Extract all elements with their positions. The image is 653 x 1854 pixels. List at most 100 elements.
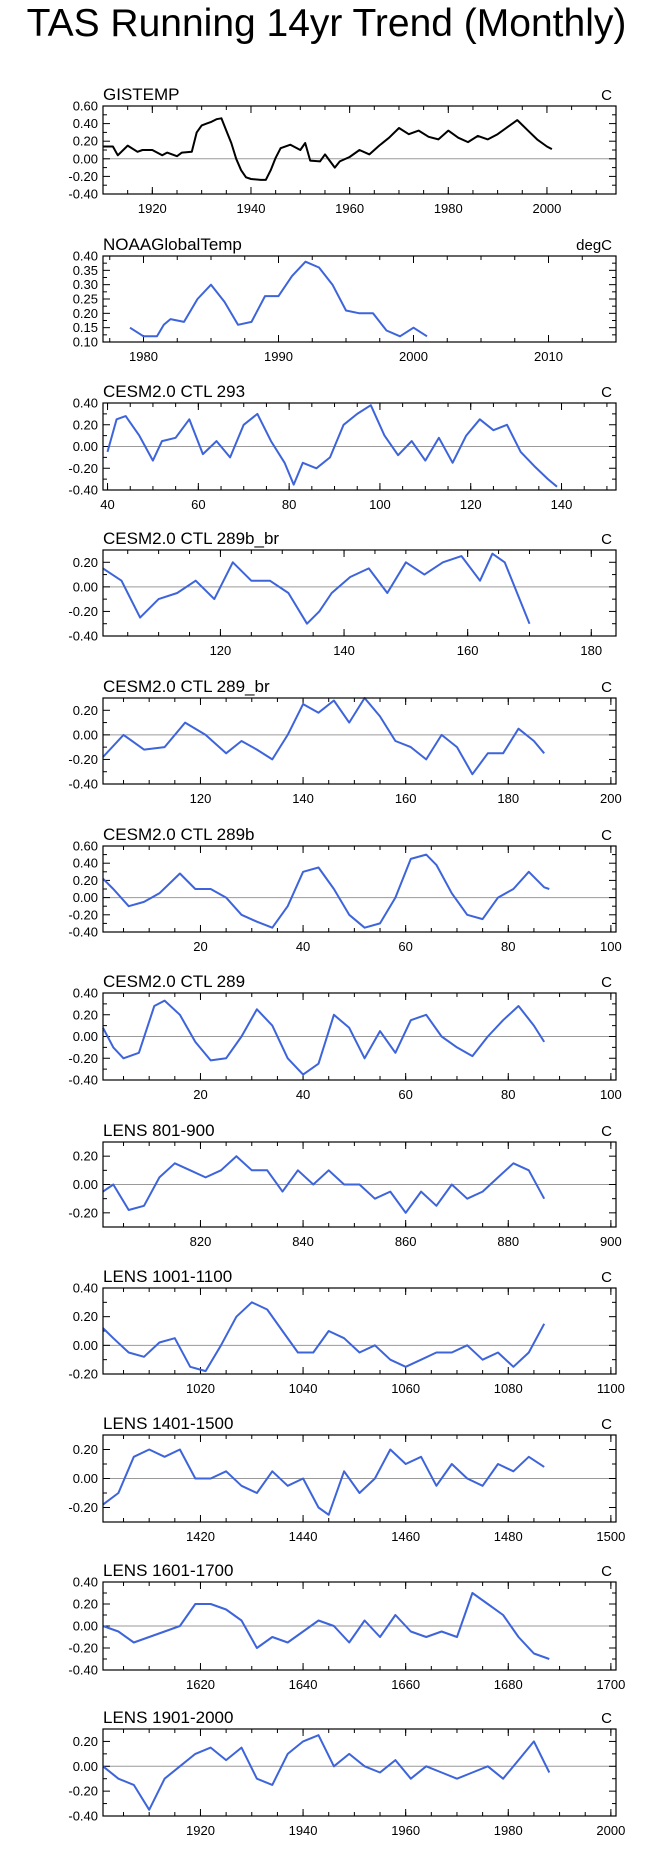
series-line — [102, 1734, 551, 1811]
y-tick-label: 0.20 — [73, 555, 98, 570]
x-tick-label: 40 — [296, 939, 310, 954]
y-tick-label: 0.00 — [73, 151, 98, 166]
x-tick-label: 1040 — [289, 1381, 318, 1396]
y-tick-label: 0.40 — [73, 986, 98, 1001]
y-tick-label: 0.20 — [73, 417, 98, 432]
plot-frame — [102, 845, 617, 933]
chart-units: C — [601, 1269, 612, 1286]
chart-title: CESM2.0 CTL 289b — [103, 825, 255, 844]
y-tick-label: -0.20 — [68, 1641, 98, 1656]
plot-frame — [102, 992, 617, 1081]
chart-title: LENS 1601-1700 — [103, 1561, 233, 1580]
chart-panel-1: 0.400.350.300.250.200.150.10 1980 1990 2000… — [73, 235, 617, 364]
chart-title: CESM2.0 CTL 289_br — [103, 677, 270, 696]
y-tick-label: -0.20 — [68, 169, 98, 184]
y-tick-label: 0.30 — [73, 277, 98, 292]
y-tick-label: 0.20 — [73, 1309, 98, 1324]
x-tick-label: 2000 — [596, 1823, 625, 1838]
y-tick-label: 0.40 — [73, 1575, 98, 1590]
chart-units: C — [601, 1416, 612, 1433]
plot-frame — [102, 105, 617, 195]
chart-panel-6: 0.40 0.20 0.00 -0.20 -0.40 20 40 60 80 100 CESM2.0… — [68, 972, 621, 1102]
y-tick-label: 0.20 — [73, 1442, 98, 1457]
x-tick-label: 900 — [600, 1234, 622, 1249]
x-tick-label: 1960 — [391, 1823, 420, 1838]
chart-title: LENS 1901-2000 — [103, 1708, 233, 1727]
series-line — [106, 404, 558, 488]
x-tick-label: 1700 — [596, 1677, 625, 1692]
x-tick-label: 1020 — [186, 1381, 215, 1396]
y-tick-label: 0.40 — [73, 1281, 98, 1296]
series-line — [102, 1448, 545, 1516]
x-tick-label: 1990 — [264, 349, 293, 364]
x-tick-label: 140 — [333, 643, 355, 658]
y-tick-label: -0.20 — [68, 1205, 98, 1220]
y-tick-label: 0.40 — [73, 116, 98, 131]
chart-title: CESM2.0 CTL 293 — [103, 382, 245, 401]
x-tick-label: 1080 — [494, 1381, 523, 1396]
series-line — [102, 1301, 546, 1373]
chart-title: CESM2.0 CTL 289b_br — [103, 529, 279, 548]
x-tick-label: 60 — [191, 497, 205, 512]
x-tick-label: 1920 — [186, 1823, 215, 1838]
y-tick-label: 0.00 — [73, 1338, 98, 1353]
chart-title: CESM2.0 CTL 289 — [103, 972, 245, 991]
x-tick-label: 1980 — [434, 201, 463, 216]
x-tick-label: 840 — [292, 1234, 314, 1249]
y-tick-label: 0.00 — [73, 1759, 98, 1774]
plot-frame — [102, 1434, 617, 1523]
chart-units: C — [601, 87, 612, 104]
x-tick-label: 80 — [501, 1087, 515, 1102]
x-tick-label: 120 — [460, 497, 482, 512]
x-tick-label: 1980 — [494, 1823, 523, 1838]
plot-frame — [102, 1728, 617, 1817]
chart-title: LENS 1001-1100 — [103, 1267, 232, 1286]
chart-units: C — [601, 384, 612, 401]
x-tick-label: 80 — [282, 497, 296, 512]
y-tick-label: 0.60 — [73, 839, 98, 854]
y-tick-label: 0.40 — [73, 856, 98, 871]
x-tick-label: 120 — [190, 791, 212, 806]
y-tick-label: 0.60 — [73, 99, 98, 114]
y-tick-label: -0.40 — [68, 187, 98, 202]
chart-panel-3: 0.20 0.00 -0.20 -0.40 120 140 160 180 CESM2.0 CT… — [68, 529, 617, 658]
x-tick-label: 160 — [457, 643, 479, 658]
x-tick-label: 1940 — [237, 201, 266, 216]
x-tick-label: 40 — [296, 1087, 310, 1102]
chart-units: C — [601, 1123, 612, 1140]
chart-units: C — [601, 531, 612, 548]
y-tick-label: 0.40 — [73, 396, 98, 411]
y-tick-label: 0.20 — [73, 1007, 98, 1022]
y-tick-label: 0.00 — [73, 439, 98, 454]
x-tick-label: 1420 — [186, 1529, 215, 1544]
plot-frame — [102, 549, 617, 637]
plot-frame — [102, 1141, 617, 1228]
y-tick-label: 0.15 — [73, 320, 98, 335]
chart-panel-9: 0.20 0.00 -0.20 1420 1440 1460 1480 1500 LENS 14… — [68, 1414, 625, 1544]
y-tick-label: 0.20 — [73, 703, 98, 718]
series-line — [102, 1155, 546, 1214]
chart-units: C — [601, 827, 612, 844]
x-tick-label: 100 — [600, 939, 622, 954]
y-tick-label: -0.40 — [68, 925, 98, 940]
x-tick-label: 1100 — [597, 1381, 625, 1396]
chart-title: GISTEMP — [103, 85, 180, 104]
x-tick-label: 180 — [497, 791, 519, 806]
x-tick-label: 1960 — [335, 201, 364, 216]
y-tick-label: 0.20 — [73, 1149, 98, 1164]
x-tick-label: 120 — [210, 643, 232, 658]
x-tick-label: 1660 — [391, 1677, 420, 1692]
chart-title: LENS 1401-1500 — [103, 1414, 233, 1433]
y-tick-label: 0.25 — [73, 292, 98, 307]
y-tick-label: -0.20 — [68, 1051, 98, 1066]
series-line — [102, 697, 545, 776]
y-tick-label: -0.20 — [68, 1367, 98, 1382]
x-tick-label: 1460 — [391, 1529, 420, 1544]
x-tick-label: 2000 — [532, 201, 561, 216]
x-tick-label: 820 — [190, 1234, 212, 1249]
plot-frame — [102, 402, 617, 491]
series-line — [102, 1592, 550, 1660]
x-tick-label: 1500 — [596, 1529, 625, 1544]
chart-panel-11: 0.20 0.00 -0.20 -0.40 1920 1940 1960 1980 2000 LE… — [68, 1708, 625, 1838]
